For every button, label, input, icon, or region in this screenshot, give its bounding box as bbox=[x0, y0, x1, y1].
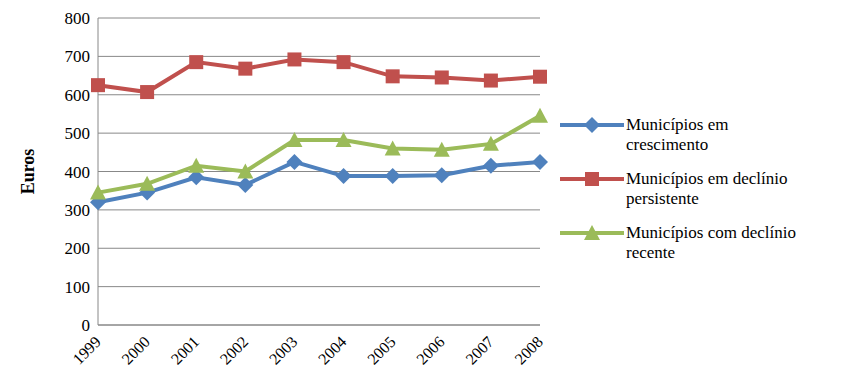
html-text:Municípios em crescimento: Municípios em crescimento bbox=[626, 114, 729, 154]
svg-text:1999: 1999 bbox=[69, 333, 104, 368]
svg-text:2002: 2002 bbox=[217, 333, 252, 368]
svg-text:600: 600 bbox=[65, 86, 91, 105]
svg-text:2000: 2000 bbox=[118, 333, 153, 368]
html-text:Municípios em declínio persist: Municípios em declínio persistente bbox=[626, 168, 788, 208]
svg-text:300: 300 bbox=[65, 201, 91, 220]
svg-text:2001: 2001 bbox=[168, 333, 203, 368]
svg-text:800: 800 bbox=[65, 9, 91, 28]
svg-text:500: 500 bbox=[65, 124, 91, 143]
svg-text:2007: 2007 bbox=[462, 333, 497, 368]
html-text:Municípios com declínio recent: Municípios com declínio recente bbox=[626, 222, 796, 262]
svg-text:200: 200 bbox=[65, 239, 91, 258]
svg-text:400: 400 bbox=[65, 163, 91, 182]
svg-text:700: 700 bbox=[65, 47, 91, 66]
svg-text:Euros: Euros bbox=[18, 149, 38, 195]
svg-text:2006: 2006 bbox=[413, 333, 448, 368]
svg-text:0: 0 bbox=[82, 316, 91, 335]
svg-text:100: 100 bbox=[65, 278, 91, 297]
svg-text:2008: 2008 bbox=[511, 333, 546, 368]
svg-text:2003: 2003 bbox=[266, 333, 301, 368]
svg-text:2005: 2005 bbox=[364, 333, 399, 368]
svg-text:2004: 2004 bbox=[315, 333, 350, 368]
